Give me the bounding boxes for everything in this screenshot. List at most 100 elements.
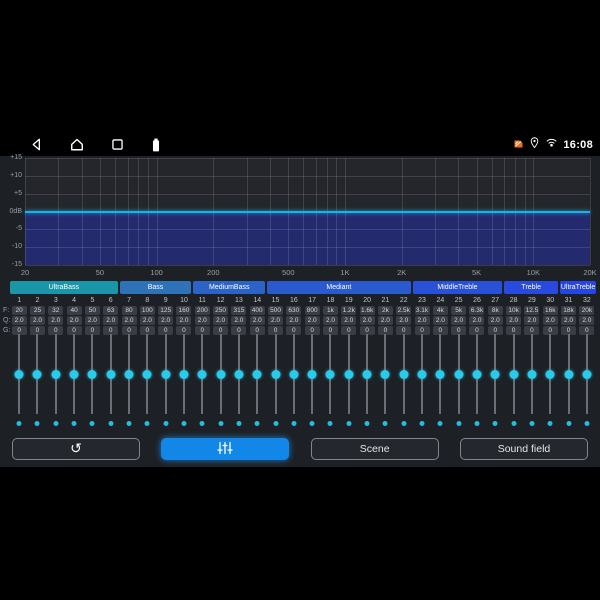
gain-slider-band-31[interactable] [559,334,577,430]
slider-thumb[interactable] [252,370,262,379]
gain-slider-band-4[interactable] [65,334,83,430]
freq-chip: 4k [432,306,448,315]
gain-chip: 0 [194,326,210,335]
slider-bottom-dot [584,421,590,426]
gain-slider-band-19[interactable] [340,334,358,430]
db-tick-label: +15 [10,154,22,161]
slider-thumb[interactable] [399,370,409,379]
slider-thumb[interactable] [380,370,390,379]
gain-slider-band-17[interactable] [303,334,321,430]
q-chip-cell: 2.0 [83,316,101,325]
slider-bottom-dot [53,421,59,426]
slider-thumb[interactable] [197,370,207,379]
gain-chip: 0 [322,326,338,335]
gain-slider-band-14[interactable] [248,334,266,430]
freq-chip: 8k [487,306,503,315]
gain-slider-band-25[interactable] [450,334,468,430]
freq-chip-cell: 2.5k [395,306,413,315]
gain-chip-cell: 0 [120,326,138,335]
slider-thumb[interactable] [527,370,537,379]
gain-slider-band-30[interactable] [541,334,559,430]
location-icon [529,136,540,154]
slider-thumb[interactable] [271,370,281,379]
gain-chip-cell: 0 [28,326,46,335]
slider-thumb[interactable] [362,370,372,379]
gain-slider-band-27[interactable] [486,334,504,430]
gain-slider-band-12[interactable] [211,334,229,430]
slider-thumb[interactable] [490,370,500,379]
battery-icon[interactable] [151,138,161,152]
slider-thumb[interactable] [87,370,97,379]
slider-thumb[interactable] [344,370,354,379]
gain-slider-band-22[interactable] [395,334,413,430]
gain-slider-band-6[interactable] [102,334,120,430]
slider-thumb[interactable] [454,370,464,379]
gain-slider-band-2[interactable] [28,334,46,430]
slider-thumb[interactable] [307,370,317,379]
gain-slider-band-26[interactable] [468,334,486,430]
freq-chip-cell: 25 [28,306,46,315]
slider-thumb[interactable] [472,370,482,379]
slider-thumb[interactable] [564,370,574,379]
gain-slider-band-16[interactable] [285,334,303,430]
home-icon[interactable] [70,138,84,151]
slider-thumb[interactable] [545,370,555,379]
slider-thumb[interactable] [509,370,519,379]
gain-slider-band-15[interactable] [266,334,284,430]
slider-thumb[interactable] [325,370,335,379]
band-number-cell: 16 [289,297,298,304]
reset-button[interactable]: ↺ [12,438,140,460]
q-chip: 2.0 [158,316,174,325]
q-chip-cell: 2.0 [376,316,394,325]
slider-thumb[interactable] [216,370,226,379]
recents-icon[interactable] [111,138,124,151]
gain-slider-band-23[interactable] [413,334,431,430]
gain-slider-band-29[interactable] [523,334,541,430]
gain-slider-band-13[interactable] [230,334,248,430]
slider-thumb[interactable] [32,370,42,379]
gain-slider-band-5[interactable] [83,334,101,430]
q-chip: 2.0 [286,316,302,325]
gain-slider-band-11[interactable] [193,334,211,430]
gain-slider-band-1[interactable] [10,334,28,430]
db-tick-label: -5 [15,225,22,233]
slider-thumb[interactable] [142,370,152,379]
q-chip-cell: 2.0 [157,316,175,325]
gain-slider-band-28[interactable] [504,334,522,430]
slider-thumb[interactable] [417,370,427,379]
q-chip-cell: 2.0 [193,316,211,325]
gain-slider-band-8[interactable] [138,334,156,430]
gain-slider-band-32[interactable] [578,334,596,430]
band-number-cell: 23 [418,297,426,304]
eq-app-content: +15 +10 +5 0dB -5 -10 -15 20 50 100 200 500 1K 2K 5K 1… [0,154,600,467]
scene-button[interactable]: Scene [310,438,439,460]
sound-field-button[interactable]: Sound field [459,438,588,460]
q-chip: 2.0 [506,316,522,325]
gain-slider-band-24[interactable] [431,334,449,430]
freq-chip-cell: 4k [431,306,449,315]
equalizer-tab-button[interactable] [161,438,290,460]
gain-slider-band-21[interactable] [376,334,394,430]
gain-chip-cell: 0 [504,326,522,335]
band-number-cell: 25 [454,297,463,304]
slider-thumb[interactable] [582,370,592,379]
slider-thumb[interactable] [69,370,79,379]
gain-slider-band-18[interactable] [321,334,339,430]
slider-thumb[interactable] [435,370,445,379]
slider-thumb[interactable] [51,370,61,379]
slider-thumb[interactable] [106,370,116,379]
gain-slider-band-9[interactable] [157,334,175,430]
gain-slider-band-3[interactable] [47,334,65,430]
slider-thumb[interactable] [289,370,299,379]
slider-thumb[interactable] [161,370,171,379]
back-icon[interactable] [30,138,43,151]
slider-thumb[interactable] [234,370,244,379]
q-chip: 2.0 [231,316,247,325]
slider-thumb[interactable] [124,370,134,379]
slider-thumb[interactable] [179,370,189,379]
gain-slider-band-7[interactable] [120,334,138,430]
gain-slider-band-10[interactable] [175,334,193,430]
slider-thumb[interactable] [14,370,24,379]
gain-chip: 0 [84,326,100,335]
gain-slider-band-20[interactable] [358,334,376,430]
